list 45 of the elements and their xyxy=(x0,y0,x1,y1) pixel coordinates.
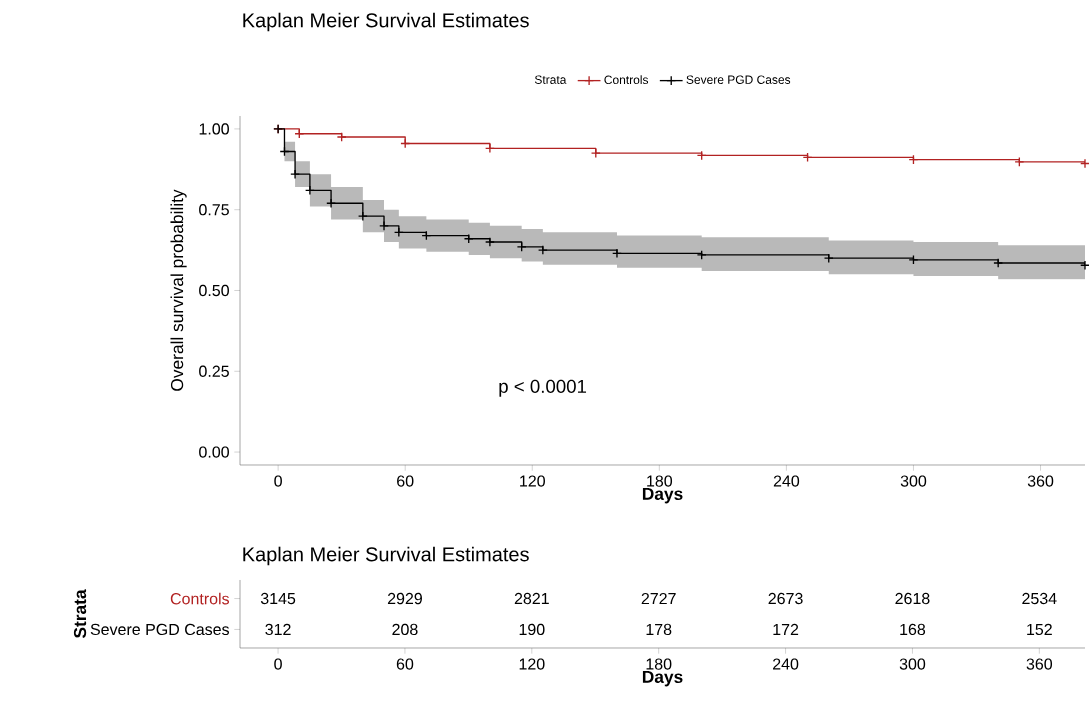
chart-title: Kaplan Meier Survival Estimates xyxy=(243,12,529,32)
chart-title: Kaplan Meier Survival Estimates xyxy=(243,546,529,566)
x-tick-label: 180 xyxy=(646,658,672,670)
data-label: 152 xyxy=(1027,623,1052,636)
y-tick-label: Controls xyxy=(170,592,230,605)
data-label: 190 xyxy=(519,623,545,636)
x-axis-title: Days xyxy=(642,487,683,504)
legend-title: Strata xyxy=(534,75,567,84)
x-tick-label: 180 xyxy=(647,475,673,487)
data-label: 178 xyxy=(646,623,672,636)
data-label: 2821 xyxy=(514,592,549,605)
x-tick-label: 60 xyxy=(396,658,414,670)
legend-label: Controls xyxy=(604,75,649,85)
y-tick-label: 0.00 xyxy=(199,446,229,458)
x-axis-title: Days xyxy=(642,670,683,687)
data-label: 3145 xyxy=(260,592,296,605)
data-label: 208 xyxy=(392,623,418,636)
x-tick-label: 120 xyxy=(520,475,545,487)
data-label: 312 xyxy=(265,623,291,636)
data-label: 2673 xyxy=(768,592,803,605)
y-tick-label: Severe PGD Cases xyxy=(90,623,229,636)
data-label: 2727 xyxy=(641,592,676,605)
annotation: p < 0.0001 xyxy=(499,379,587,397)
y-tick-label: 0.50 xyxy=(199,284,229,297)
y-tick-label: 1.00 xyxy=(199,123,229,135)
x-tick-label: 0 xyxy=(274,658,282,670)
x-tick-label: 120 xyxy=(519,658,545,670)
y-axis-title: Overall survival probability xyxy=(170,189,187,391)
data-label: 172 xyxy=(773,623,799,636)
x-tick-label: 240 xyxy=(773,658,799,670)
data-label: 168 xyxy=(900,623,926,636)
data-label: 2534 xyxy=(1022,592,1057,605)
y-tick-label: 0.25 xyxy=(199,365,229,377)
x-tick-label: 300 xyxy=(900,475,927,487)
y-tick-label: 0.75 xyxy=(199,204,229,216)
y-axis-title: Strata xyxy=(73,589,87,639)
x-tick-label: 300 xyxy=(899,658,926,670)
x-tick-label: 0 xyxy=(274,475,282,487)
x-tick-label: 360 xyxy=(1027,475,1054,487)
x-tick-label: 240 xyxy=(773,475,800,487)
data-label: 2929 xyxy=(387,592,422,605)
legend-label: Severe PGD Cases xyxy=(686,75,791,84)
x-tick-label: 60 xyxy=(397,475,414,487)
x-tick-label: 360 xyxy=(1026,658,1053,670)
data-label: 2618 xyxy=(895,592,930,605)
